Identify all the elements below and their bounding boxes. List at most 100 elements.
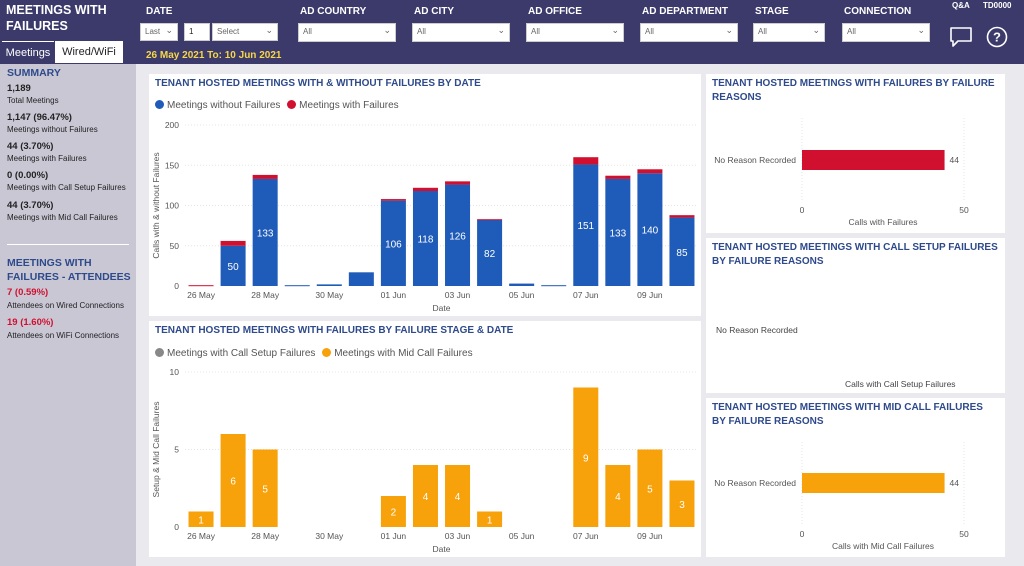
bar xyxy=(220,434,246,527)
bar xyxy=(637,449,663,527)
bar xyxy=(348,272,374,286)
x-tick-label: 09 Jun xyxy=(637,531,663,541)
data-label: 133 xyxy=(610,228,627,239)
stage-select[interactable]: All ⌄ xyxy=(753,23,825,42)
y-axis-title: Calls with & without Failures xyxy=(151,152,161,258)
category-label: No Reason Recorded xyxy=(716,325,798,335)
divider xyxy=(7,244,129,245)
bar xyxy=(220,240,246,246)
tab-wired-wifi[interactable]: Wired/WiFi xyxy=(55,41,123,63)
date-mode-select[interactable]: Last ⌄ xyxy=(140,23,178,41)
bar xyxy=(669,480,695,527)
chevron-down-icon: ⌄ xyxy=(265,25,273,35)
x-tick-label: 07 Jun xyxy=(573,531,599,541)
page-title: MEETINGS WITH FAILURES xyxy=(6,3,107,33)
attendee-value: 19 (1.60%) xyxy=(7,317,54,328)
filter-label-department: AD DEPARTMENT xyxy=(642,6,728,17)
qa-link[interactable]: Q&A xyxy=(952,1,970,10)
x-tick-label: 09 Jun xyxy=(637,290,663,300)
x-tick-label: 05 Jun xyxy=(509,290,535,300)
y-tick-label: 50 xyxy=(170,241,180,251)
data-label: 1 xyxy=(198,515,204,526)
x-tick-label: 28 May xyxy=(251,531,280,541)
legend-item[interactable]: Meetings with Failures xyxy=(287,100,399,111)
date-filter-label: DATE xyxy=(146,6,173,17)
city-select[interactable]: All ⌄ xyxy=(412,23,510,42)
setup-failure-reasons-chart: TENANT HOSTED MEETINGS WITH CALL SETUP F… xyxy=(706,238,1005,393)
svg-text:?: ? xyxy=(993,30,1001,45)
x-axis-title: Date xyxy=(433,303,451,313)
help-icon[interactable]: ? xyxy=(986,26,1008,48)
data-label: 9 xyxy=(583,453,589,464)
date-count-input[interactable]: 1 xyxy=(184,23,210,41)
data-label: 44 xyxy=(950,155,960,165)
bar xyxy=(252,174,278,179)
bar xyxy=(252,178,278,286)
y-tick-label: 5 xyxy=(174,445,179,455)
mid-call-failure-reasons-chart: TENANT HOSTED MEETINGS WITH MID CALL FAI… xyxy=(706,398,1005,557)
y-tick-label: 150 xyxy=(165,160,179,170)
chart-plot: 0 5 10 Setup & Mid Call Failures 1 6 5 2 4 4 1 9 4 5 3… xyxy=(151,367,698,554)
x-tick-label: 50 xyxy=(959,205,969,215)
bar xyxy=(605,175,631,179)
data-label: 133 xyxy=(257,228,274,239)
date-unit-select[interactable]: Select ⌄ xyxy=(212,23,278,41)
stat-value: 1,189 xyxy=(7,83,31,94)
bar xyxy=(380,496,406,527)
stat-label: Total Meetings xyxy=(7,96,59,105)
data-label: 50 xyxy=(228,262,240,273)
data-label: 3 xyxy=(679,500,685,511)
bar xyxy=(477,511,503,527)
legend-item[interactable]: Meetings with Mid Call Failures xyxy=(322,348,473,359)
chevron-down-icon: ⌄ xyxy=(812,25,820,35)
data-label: 1 xyxy=(487,515,493,526)
bar xyxy=(412,187,438,192)
x-tick-label: 03 Jun xyxy=(445,290,471,300)
bar xyxy=(220,245,246,286)
data-label: 106 xyxy=(385,239,402,250)
chat-icon[interactable] xyxy=(949,26,973,48)
failure-reasons-chart: TENANT HOSTED MEETINGS WITH FAILURES BY … xyxy=(706,74,1005,233)
bar xyxy=(669,217,695,286)
chart-title: TENANT HOSTED MEETINGS WITH FAILURES BY … xyxy=(712,78,995,103)
legend-item[interactable]: Meetings with Call Setup Failures xyxy=(155,348,315,359)
data-label: 4 xyxy=(615,492,621,503)
bar xyxy=(445,465,471,527)
x-tick-label: 01 Jun xyxy=(381,531,407,541)
office-select[interactable]: All ⌄ xyxy=(526,23,624,42)
x-tick-label: 26 May xyxy=(187,531,216,541)
bar xyxy=(573,157,599,165)
x-tick-label: 03 Jun xyxy=(445,531,471,541)
bar xyxy=(802,473,945,493)
filter-label-city: AD CITY xyxy=(414,6,454,17)
x-axis-title: Calls with Failures xyxy=(849,217,918,227)
bar xyxy=(412,465,438,527)
bar xyxy=(445,184,471,286)
stat-value: 44 (3.70%) xyxy=(7,141,54,152)
chevron-down-icon: ⌄ xyxy=(497,25,505,35)
bar xyxy=(477,219,503,221)
legend-dot xyxy=(155,100,164,109)
connection-select[interactable]: All ⌄ xyxy=(842,23,930,42)
x-axis-title: Date xyxy=(433,544,451,554)
stat-label: Meetings without Failures xyxy=(7,125,98,134)
bar xyxy=(605,465,631,527)
stat-value: 1,147 (96.47%) xyxy=(7,112,72,123)
category-label: No Reason Recorded xyxy=(714,478,796,488)
legend-item[interactable]: Meetings without Failures xyxy=(155,100,280,111)
bar xyxy=(445,181,471,185)
chevron-down-icon: ⌄ xyxy=(611,25,619,35)
meetings-by-date-chart: TENANT HOSTED MEETINGS WITH & WITHOUT FA… xyxy=(149,74,701,316)
tab-meetings[interactable]: Meetings xyxy=(2,41,54,63)
data-label: 6 xyxy=(230,477,236,488)
chevron-down-icon: ⌄ xyxy=(917,25,925,35)
legend-dot xyxy=(287,100,297,109)
y-tick-label: 0 xyxy=(174,281,179,291)
department-select[interactable]: All ⌄ xyxy=(640,23,738,42)
y-tick-label: 200 xyxy=(165,120,179,130)
x-tick-label: 0 xyxy=(800,529,805,539)
data-label: 5 xyxy=(647,484,653,495)
attendee-label: Attendees on WiFi Connections xyxy=(7,331,120,340)
bar xyxy=(573,164,599,286)
country-select[interactable]: All ⌄ xyxy=(298,23,396,42)
